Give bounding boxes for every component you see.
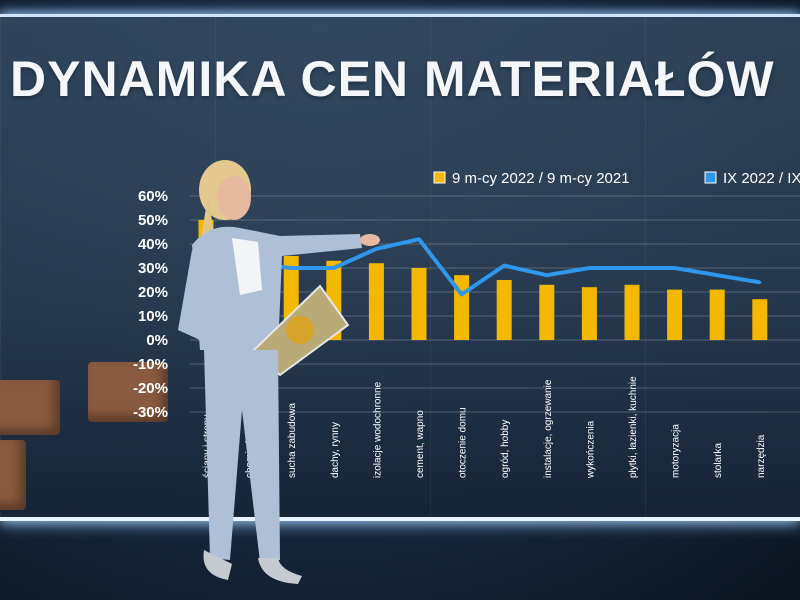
y-tick-label: 0% bbox=[146, 332, 168, 349]
legend-label-bar: 9 m-cy 2022 / 9 m-cy 2021 bbox=[452, 170, 630, 187]
bar bbox=[581, 287, 597, 340]
line-point bbox=[630, 266, 634, 270]
x-tick-label: narzędzia bbox=[756, 434, 767, 478]
presenter-jacket bbox=[192, 226, 362, 350]
line-point bbox=[460, 292, 464, 296]
x-tick-label: sucha zabudowa bbox=[287, 403, 298, 478]
line-point bbox=[545, 273, 549, 277]
bar bbox=[368, 263, 384, 340]
presenter-hand bbox=[360, 234, 380, 246]
line-point bbox=[289, 266, 293, 270]
legend-label-line: IX 2022 / IX 2021 bbox=[723, 170, 800, 187]
bar bbox=[752, 299, 768, 340]
x-tick-label: wykończenia bbox=[585, 420, 596, 479]
x-tick-label: izolacje wodochronne bbox=[372, 381, 383, 478]
line-point bbox=[374, 247, 378, 251]
bar bbox=[667, 289, 683, 340]
y-tick-label: -20% bbox=[133, 380, 168, 397]
presenter bbox=[178, 160, 380, 584]
x-tick-label: stolarka bbox=[713, 443, 724, 478]
tablet-logo bbox=[286, 316, 314, 344]
line-point bbox=[673, 266, 677, 270]
brick-bottom bbox=[0, 440, 26, 510]
y-tick-label: 10% bbox=[138, 308, 168, 325]
x-tick-label: ogród, hobby bbox=[500, 420, 511, 478]
presenter-shoe-right bbox=[258, 558, 302, 584]
bar bbox=[624, 284, 640, 340]
y-axis: 60% 50% 40% 30% 20% 10% 0% -10% -20% -30% bbox=[133, 188, 168, 421]
y-tick-label: 30% bbox=[138, 260, 168, 277]
y-tick-label: 40% bbox=[138, 236, 168, 253]
y-tick-label: -30% bbox=[133, 404, 168, 421]
line-point bbox=[417, 237, 421, 241]
chart-legend: 9 m-cy 2022 / 9 m-cy 2021 IX 2022 / IX 2… bbox=[433, 170, 800, 187]
brick-left bbox=[0, 380, 60, 435]
x-tick-label: płytki, łazienki, kuchnie bbox=[628, 376, 639, 478]
line-path bbox=[205, 237, 761, 297]
x-tick-label: dachy, rynny bbox=[330, 422, 341, 478]
x-tick-label: motoryzacja bbox=[671, 424, 682, 478]
legend-swatch-bar bbox=[433, 171, 446, 184]
bar bbox=[496, 280, 512, 340]
legend-swatch-line bbox=[704, 171, 717, 184]
x-tick-label: cement, wapno bbox=[415, 410, 426, 478]
line-point bbox=[332, 266, 336, 270]
line-point bbox=[502, 264, 506, 268]
line-point bbox=[758, 280, 762, 284]
y-tick-label: 50% bbox=[138, 212, 168, 229]
presenter-face bbox=[217, 176, 251, 220]
bar bbox=[411, 268, 427, 340]
bricks-backdrop bbox=[0, 340, 170, 510]
y-tick-label: -10% bbox=[133, 356, 168, 373]
x-tick-label: instalacje, ogrzewanie bbox=[543, 379, 554, 478]
x-tick-label: otoczenie domu bbox=[458, 407, 469, 478]
y-tick-label: 20% bbox=[138, 284, 168, 301]
chart-title: DYNAMIKA CEN MATERIAŁÓW bbox=[10, 51, 775, 107]
y-tick-label: 60% bbox=[138, 188, 168, 205]
presenter-trousers bbox=[204, 350, 280, 562]
line-point bbox=[587, 266, 591, 270]
bar bbox=[709, 289, 725, 340]
bar bbox=[539, 284, 555, 340]
line-point bbox=[715, 273, 719, 277]
brick-right bbox=[88, 362, 168, 422]
presenter-shoe-left bbox=[203, 550, 232, 580]
